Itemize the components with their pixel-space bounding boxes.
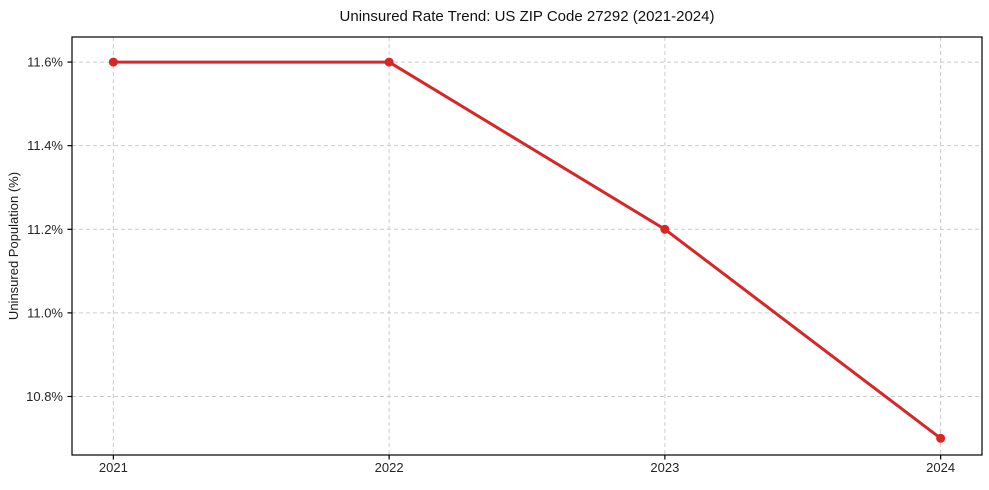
x-tick-label: 2024	[926, 460, 955, 475]
y-tick-label: 11.6%	[27, 55, 63, 70]
data-point	[936, 433, 946, 443]
plot-border	[71, 36, 983, 456]
chart-title: Uninsured Rate Trend: US ZIP Code 27292 …	[340, 8, 715, 25]
y-tick-label: 11.0%	[27, 305, 63, 320]
data-point	[660, 224, 670, 234]
data-point	[108, 57, 118, 67]
data-point	[384, 57, 394, 67]
x-tick-label: 2023	[650, 460, 679, 475]
y-axis-label: Uninsured Population (%)	[6, 172, 21, 320]
y-tick-label: 11.2%	[27, 222, 63, 237]
x-tick-label: 2022	[375, 460, 404, 475]
y-tick-label: 11.4%	[27, 138, 63, 153]
trend-line	[113, 60, 942, 440]
y-tick-label: 10.8%	[26, 389, 63, 404]
x-tick-label: 2021	[99, 460, 128, 475]
